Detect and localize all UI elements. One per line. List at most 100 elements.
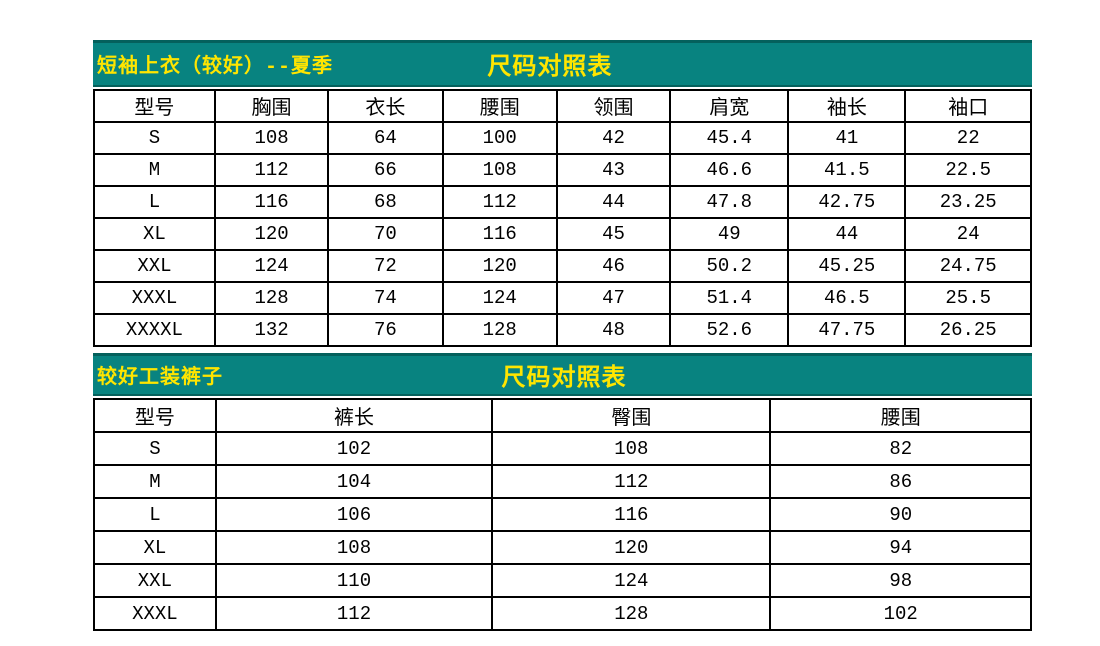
measurement-cell: 70 — [327, 217, 444, 251]
size-label-cell: XXL — [93, 249, 216, 283]
table-row: XXXXL 132 76 128 48 52.6 47.75 26.25 — [93, 313, 1032, 347]
table-row: M 104 112 86 — [93, 464, 1032, 499]
measurement-cell: 68 — [327, 185, 444, 219]
measurement-cell: 26.25 — [904, 313, 1032, 347]
measurement-cell: 120 — [441, 249, 558, 283]
measurement-cell: 108 — [491, 431, 772, 466]
size-label-cell: S — [93, 431, 217, 466]
measurement-cell: 52.6 — [669, 313, 790, 347]
measurement-cell: 42.75 — [787, 185, 907, 219]
table-row: XL 120 70 116 45 49 44 24 — [93, 217, 1032, 251]
measurement-cell: 45.25 — [787, 249, 907, 283]
table-row: M 112 66 108 43 46.6 41.5 22.5 — [93, 153, 1032, 187]
column-header: 腰围 — [441, 89, 558, 123]
measurement-cell: 112 — [491, 464, 772, 499]
measurement-cell: 108 — [441, 153, 558, 187]
table-row: XXL 110 124 98 — [93, 563, 1032, 598]
measurement-cell: 124 — [441, 281, 558, 315]
measurement-cell: 90 — [769, 497, 1032, 532]
measurement-cell: 44 — [555, 185, 672, 219]
size-label-cell: M — [93, 464, 217, 499]
measurement-cell: 104 — [214, 464, 494, 499]
measurement-cell: 46.5 — [787, 281, 907, 315]
measurement-cell: 50.2 — [669, 249, 790, 283]
measurement-cell: 76 — [327, 313, 444, 347]
column-header: 臀围 — [491, 398, 772, 433]
size-label-cell: M — [93, 153, 216, 187]
measurement-cell: 124 — [491, 563, 772, 598]
size-label-cell: L — [93, 185, 216, 219]
column-header: 腰围 — [769, 398, 1032, 433]
shirt-banner-subtitle: 尺码对照表 — [487, 55, 613, 82]
measurement-cell: 116 — [441, 217, 558, 251]
measurement-cell: 22 — [904, 121, 1032, 155]
column-header: 裤长 — [214, 398, 494, 433]
measurement-cell: 132 — [213, 313, 330, 347]
measurement-cell: 25.5 — [904, 281, 1032, 315]
column-header: 衣长 — [327, 89, 444, 123]
header-row: 型号 裤长 臀围 腰围 — [93, 398, 1032, 433]
measurement-cell: 100 — [441, 121, 558, 155]
measurement-cell: 128 — [441, 313, 558, 347]
measurement-cell: 23.25 — [904, 185, 1032, 219]
column-header: 肩宽 — [669, 89, 790, 123]
measurement-cell: 48 — [555, 313, 672, 347]
column-header: 袖长 — [787, 89, 907, 123]
measurement-cell: 47.75 — [787, 313, 907, 347]
measurement-cell: 124 — [213, 249, 330, 283]
measurement-cell: 116 — [491, 497, 772, 532]
measurement-cell: 42 — [555, 121, 672, 155]
measurement-cell: 120 — [213, 217, 330, 251]
measurement-cell: 102 — [214, 431, 494, 466]
measurement-cell: 24.75 — [904, 249, 1032, 283]
measurement-cell: 112 — [214, 596, 494, 631]
measurement-cell: 46.6 — [669, 153, 790, 187]
column-header: 领围 — [555, 89, 672, 123]
measurement-cell: 116 — [213, 185, 330, 219]
measurement-cell: 41.5 — [787, 153, 907, 187]
measurement-cell: 102 — [769, 596, 1032, 631]
measurement-cell: 120 — [491, 530, 772, 565]
column-header: 型号 — [93, 89, 216, 123]
shirt-banner: 短袖上衣（较好）--夏季 尺码对照表 — [93, 40, 1032, 87]
table-row: S 108 64 100 42 45.4 41 22 — [93, 121, 1032, 155]
measurement-cell: 108 — [213, 121, 330, 155]
measurement-cell: 66 — [327, 153, 444, 187]
pants-size-table: 型号 裤长 臀围 腰围 S 102 108 82 M 104 112 86 L 106 116 90 XL 108… — [93, 398, 1032, 631]
size-label-cell: XXXL — [93, 596, 217, 631]
pants-banner: 较好工装裤子 尺码对照表 — [93, 353, 1032, 396]
measurement-cell: 43 — [555, 153, 672, 187]
measurement-cell: 49 — [669, 217, 790, 251]
table-row: L 116 68 112 44 47.8 42.75 23.25 — [93, 185, 1032, 219]
measurement-cell: 112 — [213, 153, 330, 187]
measurement-cell: 44 — [787, 217, 907, 251]
measurement-cell: 108 — [214, 530, 494, 565]
table-row: XXL 124 72 120 46 50.2 45.25 24.75 — [93, 249, 1032, 283]
measurement-cell: 41 — [787, 121, 907, 155]
size-label-cell: XXXXL — [93, 313, 216, 347]
table-row: S 102 108 82 — [93, 431, 1032, 466]
table-row: L 106 116 90 — [93, 497, 1032, 532]
measurement-cell: 128 — [213, 281, 330, 315]
table-row: XXXL 128 74 124 47 51.4 46.5 25.5 — [93, 281, 1032, 315]
pants-banner-title: 较好工装裤子 — [97, 367, 223, 390]
measurement-cell: 74 — [327, 281, 444, 315]
measurement-cell: 112 — [441, 185, 558, 219]
shirt-size-table: 型号 胸围 衣长 腰围 领围 肩宽 袖长 袖口 S 108 64 100 42 45.4 41 22 M 112 6… — [93, 89, 1032, 347]
size-label-cell: S — [93, 121, 216, 155]
measurement-cell: 46 — [555, 249, 672, 283]
column-header: 袖口 — [904, 89, 1032, 123]
size-label-cell: XL — [93, 530, 217, 565]
pants-size-chart-section: 较好工装裤子 尺码对照表 型号 裤长 臀围 腰围 S 102 108 82 M 104 112 86 L… — [93, 353, 1032, 631]
column-header: 型号 — [93, 398, 217, 433]
measurement-cell: 47 — [555, 281, 672, 315]
size-label-cell: XL — [93, 217, 216, 251]
measurement-cell: 22.5 — [904, 153, 1032, 187]
measurement-cell: 24 — [904, 217, 1032, 251]
table-row: XL 108 120 94 — [93, 530, 1032, 565]
size-label-cell: XXL — [93, 563, 217, 598]
size-label-cell: XXXL — [93, 281, 216, 315]
table-row: XXXL 112 128 102 — [93, 596, 1032, 631]
measurement-cell: 98 — [769, 563, 1032, 598]
pants-banner-subtitle: 尺码对照表 — [501, 366, 627, 393]
